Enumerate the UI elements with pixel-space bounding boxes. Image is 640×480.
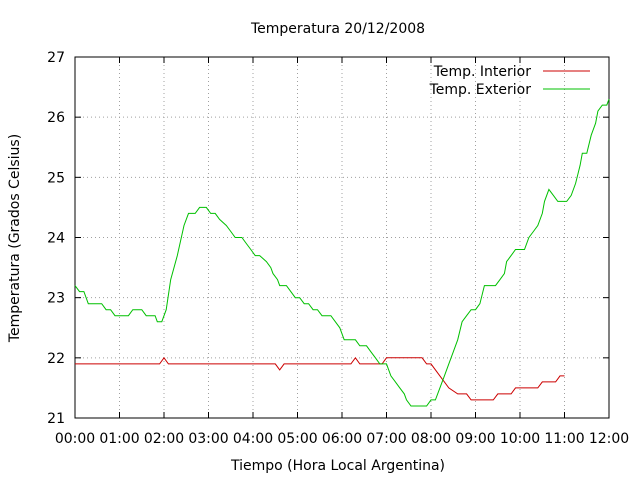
axis-ticks: 00:00 01:00 02:00 03:00 04:00 05:00 06:00 07:00…	[47, 50, 629, 447]
x-tick-label: 02:00	[144, 431, 184, 447]
legend-label: Temp. Exterior	[429, 82, 532, 98]
legend-label: Temp. Interior	[433, 64, 532, 80]
x-tick-label: 07:00	[366, 431, 406, 447]
series-lines	[74, 98, 610, 407]
legend: Temp. Interior Temp. Exterior	[429, 64, 590, 98]
y-tick-label: 23	[47, 291, 65, 307]
y-axis-label: Temperatura (Grados Celsius)	[7, 134, 23, 343]
series-line-temp-exterior	[74, 98, 610, 407]
x-tick-label: 05:00	[277, 431, 317, 447]
y-tick-label: 22	[47, 351, 65, 367]
y-tick-label: 24	[47, 231, 65, 247]
x-tick-label: 12:00	[589, 431, 629, 447]
x-tick-label: 11:00	[544, 431, 584, 447]
y-tick-label: 26	[47, 110, 65, 126]
x-tick-label: 00:00	[55, 431, 95, 447]
x-tick-label: 04:00	[233, 431, 273, 447]
x-tick-label: 09:00	[455, 431, 495, 447]
chart-title: Temperatura 20/12/2008	[250, 21, 425, 37]
series-line-temp-interior	[75, 356, 565, 401]
x-tick-label: 08:00	[411, 431, 451, 447]
x-axis-label: Tiempo (Hora Local Argentina)	[230, 458, 445, 474]
x-tick-label: 10:00	[500, 431, 540, 447]
x-tick-label: 06:00	[322, 431, 362, 447]
y-tick-label: 21	[47, 411, 65, 427]
x-tick-label: 03:00	[188, 431, 228, 447]
y-tick-label: 27	[47, 50, 65, 66]
y-tick-label: 25	[47, 170, 65, 186]
x-tick-label: 01:00	[99, 431, 139, 447]
